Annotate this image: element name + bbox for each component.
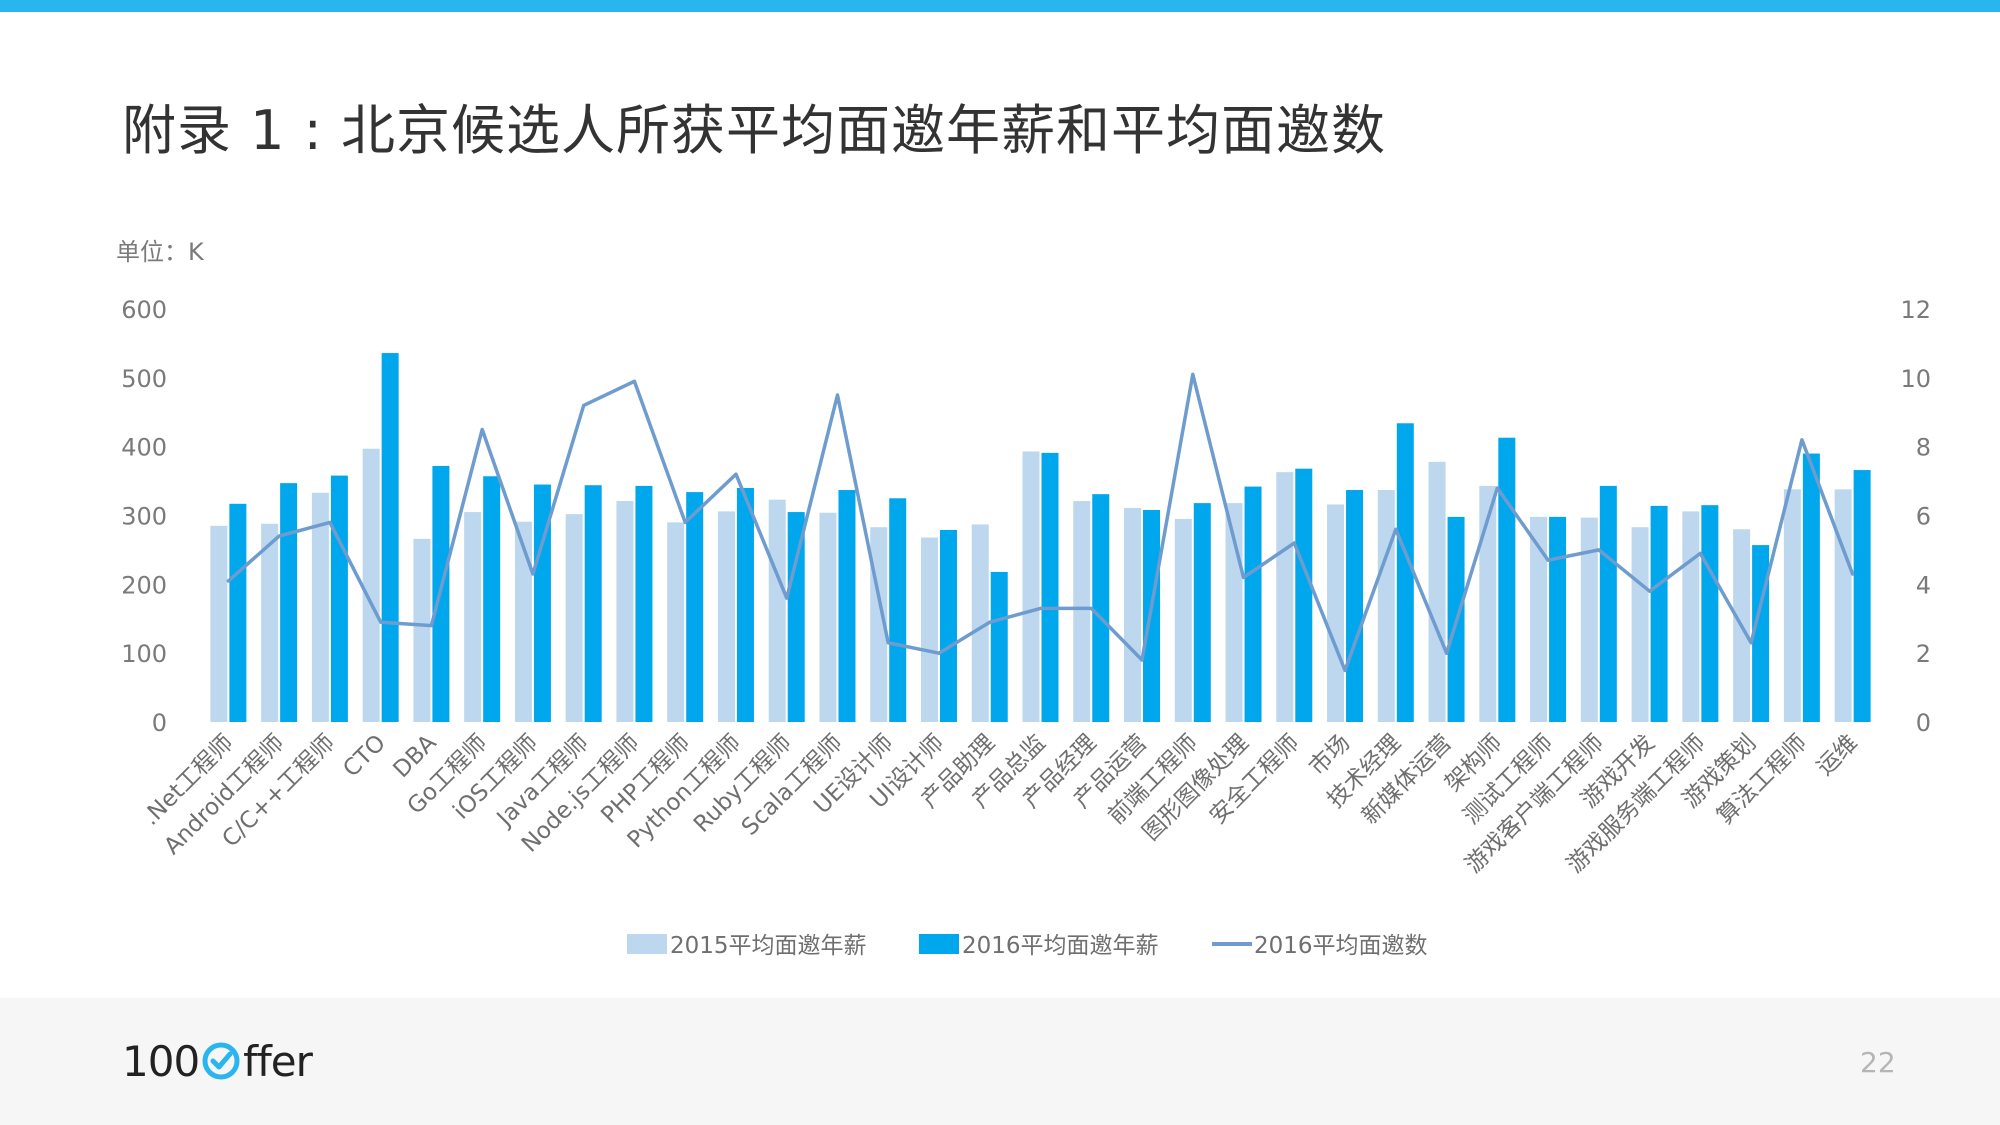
logo-prefix: 100 xyxy=(122,1036,200,1086)
bar-2015-salary xyxy=(1022,451,1040,722)
brand-logo: 100 ffer xyxy=(122,1036,313,1086)
bar-2015-salary xyxy=(1580,517,1598,722)
y2-axis-tick-label: 0 xyxy=(1916,709,1931,737)
y-axis-tick-label: 300 xyxy=(121,503,167,531)
y-axis-tick-label: 200 xyxy=(121,571,167,599)
page-title: 附录 1 : 北京候选人所获平均面邀年薪和平均面邀数 xyxy=(122,99,1387,162)
bar-2016-salary xyxy=(1549,516,1567,722)
bar-2015-salary xyxy=(1783,489,1801,722)
bar-2015-salary xyxy=(362,448,380,722)
y-axis-tick-label: 400 xyxy=(121,434,167,462)
bar-2016-salary xyxy=(1092,494,1110,722)
x-axis-category-label: CTO xyxy=(338,730,390,782)
salary-chart: 0100200300400500600024681012.Net工程师Andro… xyxy=(121,296,1931,959)
unit-label: 单位：K xyxy=(116,238,204,266)
bar-2015-salary xyxy=(1631,527,1649,722)
legend-label-2016-invites: 2016平均面邀数 xyxy=(1254,933,1428,959)
page-number: 22 xyxy=(1860,1046,1896,1079)
bar-2015-salary xyxy=(464,512,482,722)
bar-2015-salary xyxy=(717,511,735,722)
y-axis-tick-label: 600 xyxy=(121,296,167,324)
bar-2016-salary xyxy=(483,476,501,722)
bar-2016-salary xyxy=(381,353,399,722)
logo-suffix: ffer xyxy=(243,1036,313,1086)
bar-2016-salary xyxy=(1802,453,1820,722)
y2-axis-tick-label: 10 xyxy=(1900,365,1931,393)
y2-axis-tick-label: 4 xyxy=(1916,571,1931,599)
bar-2015-salary xyxy=(1327,504,1345,722)
top-accent-bar xyxy=(0,0,2000,12)
bar-2015-salary xyxy=(1834,489,1852,722)
bar-2015-salary xyxy=(311,492,329,722)
bar-2016-salary xyxy=(1599,485,1617,722)
bar-2016-salary xyxy=(939,529,957,722)
bar-2015-salary xyxy=(1174,518,1192,722)
y-axis-tick-label: 500 xyxy=(121,365,167,393)
bar-2015-salary xyxy=(920,537,938,722)
bar-2015-salary xyxy=(616,501,634,722)
y2-axis-tick-label: 8 xyxy=(1916,434,1931,462)
bar-2015-salary xyxy=(1377,490,1395,722)
bar-2016-salary xyxy=(838,490,856,722)
bar-2015-salary xyxy=(1428,461,1446,722)
bar-2016-salary xyxy=(736,487,754,722)
bar-2016-salary xyxy=(1853,470,1871,722)
bar-2016-salary xyxy=(1244,486,1262,722)
legend-swatch-2016-salary xyxy=(919,934,959,954)
footer: 100 ffer 22 xyxy=(0,998,2000,1125)
bar-2015-salary xyxy=(1682,511,1700,722)
legend-swatch-2015-salary xyxy=(627,934,667,954)
y-axis-tick-label: 0 xyxy=(152,709,167,737)
bar-2016-salary xyxy=(330,475,348,722)
bar-2015-salary xyxy=(1073,501,1091,722)
bar-2016-salary xyxy=(533,484,551,722)
y2-axis-tick-label: 2 xyxy=(1916,640,1931,668)
bar-2016-salary xyxy=(1193,503,1211,722)
y2-axis-tick-label: 6 xyxy=(1916,503,1931,531)
bar-2015-salary xyxy=(819,512,837,722)
bar-2016-salary xyxy=(1346,490,1364,722)
legend-label-2016-salary: 2016平均面邀年薪 xyxy=(962,933,1159,959)
bar-2016-salary xyxy=(635,485,653,722)
bar-2015-salary xyxy=(261,523,279,722)
bar-2015-salary xyxy=(210,525,228,722)
bar-2016-salary xyxy=(584,485,602,722)
bar-2016-salary xyxy=(1041,452,1059,722)
bar-2015-salary xyxy=(1530,516,1548,722)
bar-2016-salary xyxy=(889,498,907,722)
y-axis-tick-label: 100 xyxy=(121,640,167,668)
bar-2016-salary xyxy=(1498,437,1516,722)
bar-2015-salary xyxy=(413,538,431,722)
bar-2015-salary xyxy=(971,524,989,722)
bar-2015-salary xyxy=(768,499,786,722)
bar-2015-salary xyxy=(1479,485,1497,722)
bar-2016-salary xyxy=(990,571,1008,722)
y2-axis-tick-label: 12 xyxy=(1900,296,1931,324)
bar-2015-salary xyxy=(514,521,532,722)
bar-2015-salary xyxy=(565,514,583,722)
x-axis-category-label: 运维 xyxy=(1812,730,1863,781)
legend-label-2015-salary: 2015平均面邀年薪 xyxy=(670,933,867,959)
bar-2016-salary xyxy=(1295,468,1313,722)
bar-2016-salary xyxy=(1396,423,1414,722)
bar-2016-salary xyxy=(1650,505,1668,722)
bar-2016-salary xyxy=(1701,505,1719,722)
bar-2015-salary xyxy=(1276,472,1294,722)
bar-2016-salary xyxy=(686,492,704,722)
bar-2015-salary xyxy=(1124,507,1142,722)
bar-2015-salary xyxy=(667,522,685,722)
bar-2016-salary xyxy=(787,512,805,722)
bar-2016-salary xyxy=(280,483,298,722)
check-circle-icon xyxy=(202,1042,240,1080)
bar-2016-salary xyxy=(229,503,247,722)
